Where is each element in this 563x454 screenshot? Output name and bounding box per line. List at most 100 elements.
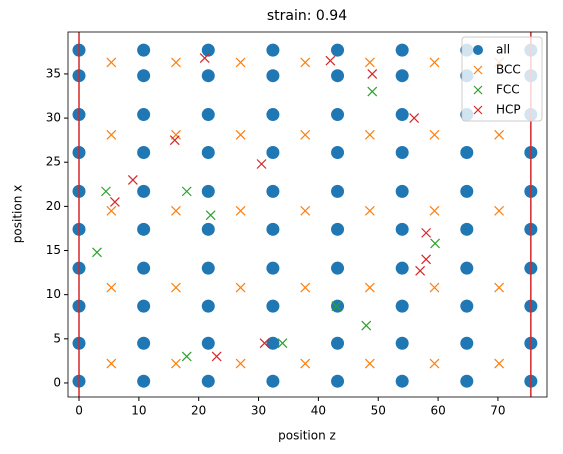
point [421, 254, 432, 265]
x-tick-label: 30 [251, 404, 266, 418]
point [364, 57, 375, 68]
y-tick-label: 5 [53, 331, 61, 345]
point [181, 351, 192, 362]
point [395, 336, 409, 350]
point [395, 43, 409, 57]
legend-label: all [496, 43, 510, 57]
point [300, 358, 311, 369]
legend-marker [473, 45, 483, 55]
point [421, 227, 432, 238]
point [460, 222, 474, 236]
point [331, 299, 345, 313]
point [109, 197, 120, 207]
point [101, 186, 111, 197]
point [181, 186, 192, 197]
y-axis-label: position x [11, 185, 25, 243]
point [331, 336, 345, 350]
point [331, 374, 345, 388]
point [460, 336, 474, 350]
point [409, 113, 420, 124]
point [494, 358, 505, 369]
point [137, 43, 151, 57]
point [395, 184, 409, 198]
point [205, 210, 216, 221]
point [235, 57, 246, 68]
legend-label: BCC [496, 63, 521, 77]
point [106, 57, 117, 68]
point [331, 261, 345, 275]
point [106, 129, 117, 140]
point [460, 261, 474, 275]
point [460, 184, 474, 198]
point [137, 184, 151, 198]
point [364, 358, 375, 369]
point [211, 351, 222, 362]
point [137, 69, 151, 83]
point [106, 205, 117, 216]
point [266, 299, 280, 313]
point [429, 282, 440, 293]
point [364, 129, 375, 140]
point [367, 69, 378, 79]
point [235, 282, 246, 293]
point [235, 358, 246, 369]
point [325, 55, 336, 66]
legend-box [461, 36, 543, 122]
y-tick-label: 30 [46, 111, 61, 125]
legend-label: HCP [496, 103, 521, 117]
point [331, 222, 345, 236]
point [494, 282, 505, 293]
point [137, 146, 151, 160]
point [235, 205, 246, 216]
point [331, 184, 345, 198]
point [395, 374, 409, 388]
x-tick-label: 70 [490, 404, 505, 418]
point [266, 146, 280, 160]
point [331, 69, 345, 83]
y-tick-label: 25 [46, 155, 61, 169]
point [137, 222, 151, 236]
x-tick-label: 20 [191, 404, 206, 418]
point [201, 299, 215, 313]
x-axis-label: position z [278, 429, 336, 443]
point [300, 282, 311, 293]
point [106, 282, 117, 293]
point [201, 69, 215, 83]
point [429, 129, 440, 140]
point [137, 108, 151, 122]
legend-marker [473, 105, 483, 115]
point [199, 53, 210, 63]
point [137, 336, 151, 350]
point [259, 338, 270, 349]
point [494, 205, 505, 216]
point [256, 159, 267, 169]
x-tick-label: 10 [131, 404, 146, 418]
point [266, 336, 280, 350]
point [364, 282, 375, 293]
point [300, 129, 311, 140]
legend-label: FCC [496, 83, 520, 97]
point [127, 174, 138, 185]
point [137, 261, 151, 275]
x-tick-label: 50 [371, 404, 386, 418]
point [201, 146, 215, 160]
point [137, 374, 151, 388]
legend-marker [473, 65, 483, 75]
point [429, 57, 440, 68]
point [201, 222, 215, 236]
point [266, 261, 280, 275]
point [201, 336, 215, 350]
point [201, 108, 215, 122]
point [171, 57, 181, 68]
point [395, 261, 409, 275]
point [364, 205, 375, 216]
point [430, 238, 441, 249]
x-tick-label: 60 [430, 404, 445, 418]
x-tick-label: 40 [311, 404, 326, 418]
point [494, 129, 505, 140]
point [395, 299, 409, 313]
point [201, 261, 215, 275]
point [266, 222, 280, 236]
y-tick-label: 10 [46, 287, 61, 301]
point [266, 43, 280, 57]
